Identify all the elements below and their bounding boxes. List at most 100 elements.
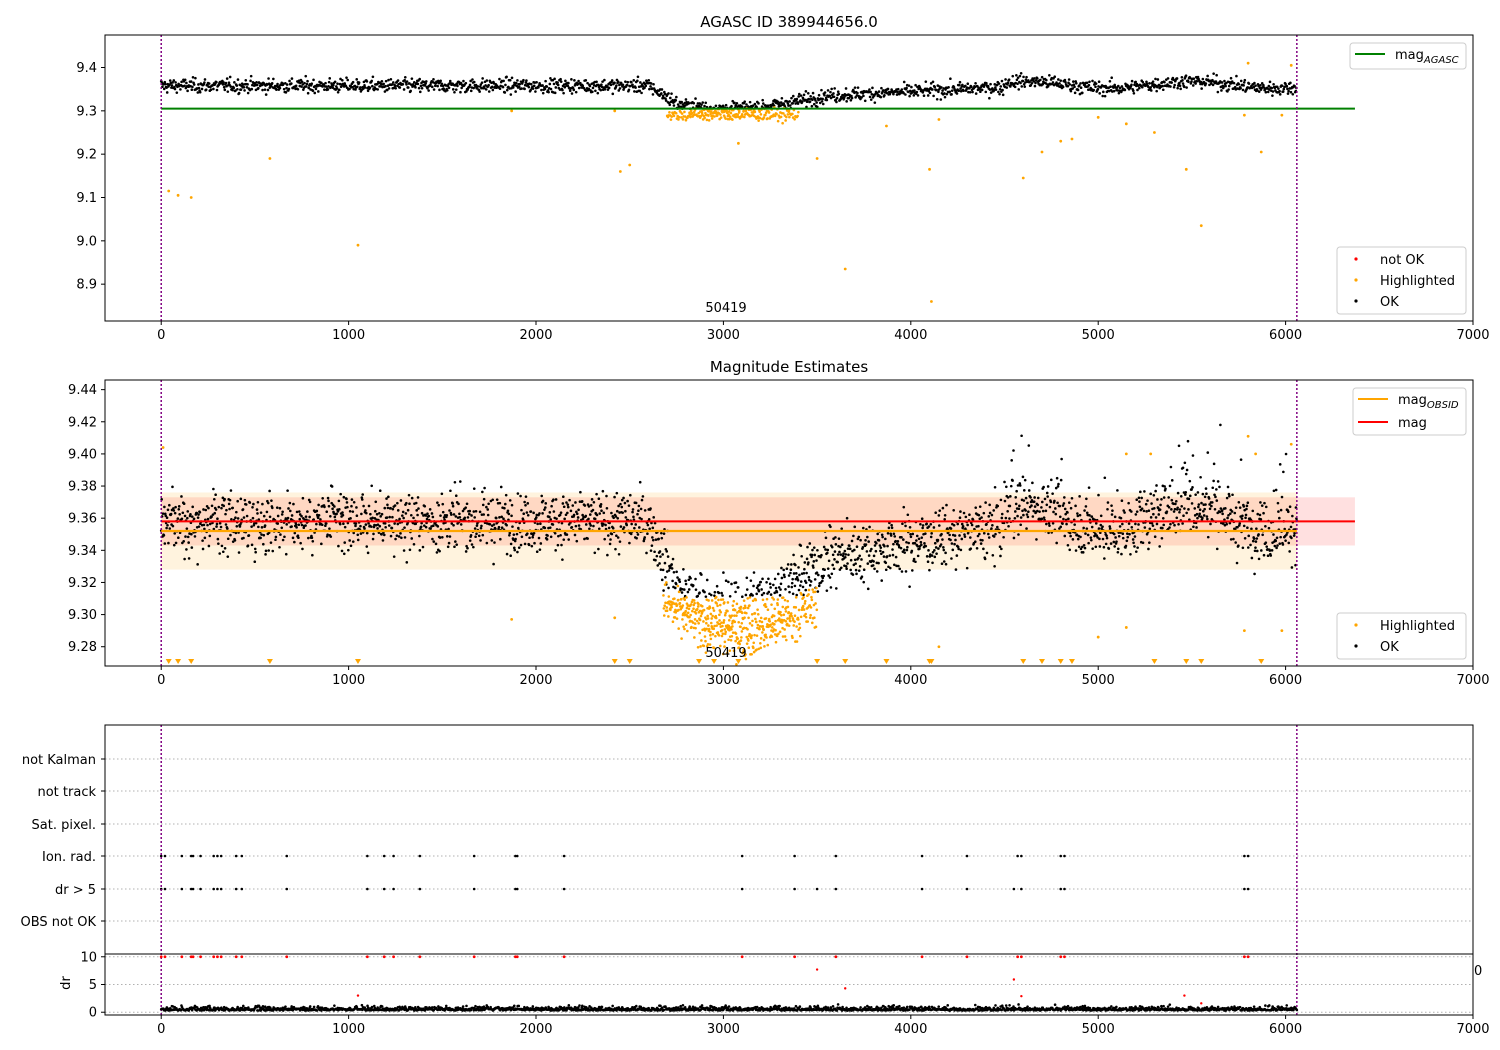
ok-point bbox=[454, 494, 458, 497]
highlighted-point bbox=[758, 116, 762, 120]
ok-point bbox=[932, 526, 936, 529]
ok-point bbox=[970, 523, 974, 527]
ok-point bbox=[731, 99, 735, 103]
ok-point bbox=[1247, 534, 1251, 538]
ok-point bbox=[560, 521, 564, 525]
ok-point bbox=[941, 506, 945, 510]
ok-point bbox=[1237, 524, 1241, 527]
ok-point bbox=[944, 562, 948, 566]
ok-point bbox=[1051, 492, 1054, 495]
ok-point bbox=[661, 568, 665, 572]
highlighted-point bbox=[703, 635, 707, 638]
ok-point bbox=[1239, 458, 1243, 461]
ok-point bbox=[1061, 85, 1065, 89]
ok-point bbox=[956, 522, 960, 526]
highlighted-point bbox=[759, 113, 763, 116]
ok-point bbox=[1075, 81, 1078, 85]
highlighted-point bbox=[662, 607, 666, 610]
ok-point bbox=[1110, 504, 1113, 507]
ok-point bbox=[1185, 86, 1188, 89]
ok-point bbox=[1188, 479, 1192, 483]
highlighted-point bbox=[759, 637, 763, 640]
highlighted-point bbox=[815, 157, 819, 160]
ok-point bbox=[815, 571, 819, 574]
ok-point bbox=[503, 506, 506, 510]
highlighted-point bbox=[750, 652, 753, 656]
ok-point bbox=[595, 492, 598, 496]
ok-point bbox=[1135, 510, 1139, 513]
highlighted-point bbox=[696, 645, 700, 649]
ok-point bbox=[1135, 498, 1139, 501]
ok-point bbox=[1004, 516, 1008, 520]
ok-point bbox=[844, 565, 848, 568]
ok-point bbox=[1036, 496, 1040, 500]
ok-point bbox=[177, 536, 180, 540]
ok-point bbox=[409, 89, 412, 93]
ok-point bbox=[493, 541, 496, 544]
ok-point bbox=[741, 595, 744, 599]
ok-point bbox=[374, 500, 378, 504]
ok-point bbox=[1130, 79, 1134, 83]
ok-point bbox=[1094, 522, 1098, 525]
ok-point bbox=[1232, 81, 1236, 85]
ok-point bbox=[522, 512, 526, 516]
ok-point bbox=[836, 560, 839, 564]
ok-point bbox=[587, 517, 590, 521]
ok-point bbox=[447, 86, 451, 90]
ok-point bbox=[950, 557, 953, 560]
ok-point bbox=[1173, 507, 1177, 511]
ok-point bbox=[1282, 87, 1286, 91]
ok-point bbox=[456, 84, 459, 88]
ok-point bbox=[626, 499, 629, 503]
ok-point bbox=[1283, 527, 1287, 531]
ok-point bbox=[736, 586, 740, 589]
ok-point bbox=[324, 81, 327, 85]
highlighted-point bbox=[728, 649, 732, 652]
ok-point bbox=[616, 536, 620, 539]
ok-point bbox=[363, 86, 367, 89]
ok-point bbox=[998, 545, 1002, 549]
ok-point bbox=[1090, 515, 1094, 518]
highlighted-point bbox=[744, 653, 747, 656]
ok-point bbox=[1079, 535, 1082, 539]
ok-point bbox=[548, 82, 552, 86]
highlighted-point bbox=[695, 619, 699, 623]
ok-point bbox=[1045, 78, 1048, 82]
ok-point bbox=[806, 91, 810, 95]
ok-point bbox=[721, 594, 724, 597]
highlighted-point bbox=[680, 116, 683, 119]
legend-agasc-subscript: AGASC bbox=[1423, 55, 1459, 66]
ok-point bbox=[985, 551, 989, 555]
ok-point bbox=[504, 493, 508, 497]
ok-point bbox=[1227, 84, 1231, 88]
ok-point bbox=[446, 545, 450, 549]
ok-point bbox=[366, 551, 370, 555]
ok-point bbox=[400, 514, 404, 517]
ok-point bbox=[804, 581, 808, 584]
ok-point bbox=[868, 88, 871, 91]
ok-point bbox=[1277, 87, 1280, 90]
ok-point bbox=[1158, 508, 1162, 511]
ok-point bbox=[1152, 512, 1155, 516]
ok-point bbox=[704, 101, 708, 105]
ok-point bbox=[531, 87, 535, 90]
ok-point bbox=[210, 515, 213, 519]
ok-point bbox=[1125, 532, 1129, 535]
ok-point bbox=[760, 593, 764, 597]
ok-point bbox=[206, 517, 210, 521]
ok-point bbox=[622, 526, 626, 529]
agasc-annotation: 50419 bbox=[705, 301, 746, 316]
ok-point bbox=[512, 546, 516, 550]
ok-point bbox=[452, 513, 456, 516]
ok-point bbox=[292, 502, 295, 506]
ok-point bbox=[1131, 538, 1135, 541]
ok-point bbox=[605, 506, 609, 510]
ok-point bbox=[1119, 516, 1123, 520]
ok-point bbox=[207, 544, 211, 548]
ok-point bbox=[164, 82, 167, 86]
ok-point bbox=[841, 554, 845, 558]
ok-point bbox=[1288, 505, 1292, 509]
ok-point bbox=[384, 525, 387, 529]
ok-point bbox=[587, 87, 591, 91]
ok-point bbox=[576, 516, 580, 519]
